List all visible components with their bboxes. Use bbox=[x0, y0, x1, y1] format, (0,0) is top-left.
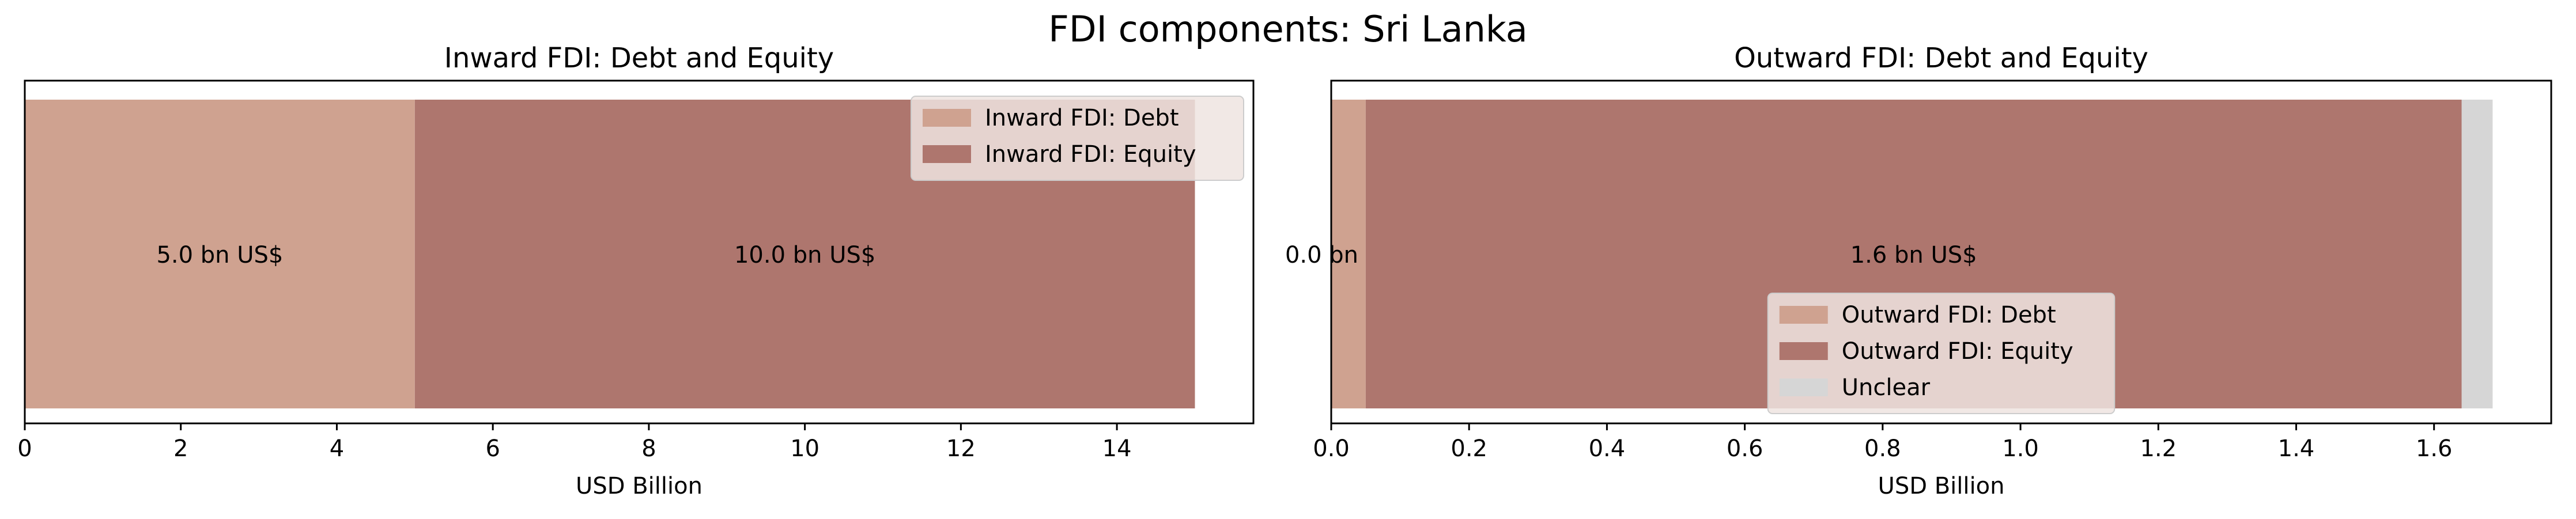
inward-fdi-panel: Inward FDI: Debt and Equity 5.0 bn US$ 10.… bbox=[17, 42, 1255, 499]
outward-axes-frame bbox=[1330, 79, 2552, 425]
x-tick-label: 14 bbox=[1102, 435, 1132, 462]
bar-inward-fdi-debt bbox=[25, 100, 415, 408]
x-tick-label: 0.8 bbox=[1864, 435, 1901, 462]
legend-label-outward-fdi-equity: Outward FDI: Equity bbox=[1842, 338, 2073, 365]
legend-swatch-unclear bbox=[1779, 378, 1828, 396]
x-tick-label: 0.2 bbox=[1451, 435, 1487, 462]
x-tick-label: 10 bbox=[790, 435, 819, 462]
legend-label-unclear: Unclear bbox=[1842, 374, 1931, 401]
legend-swatch-inward-fdi-equity bbox=[923, 145, 971, 163]
legend-swatch-outward-fdi-equity bbox=[1779, 342, 1828, 360]
x-tick-label: 0.6 bbox=[1727, 435, 1763, 462]
inward-x-axis-label: USD Billion bbox=[576, 473, 702, 499]
inward-chart-title: Inward FDI: Debt and Equity bbox=[444, 42, 834, 74]
outward-legend: Outward FDI: Debt Outward FDI: Equity Uncl… bbox=[1767, 293, 2116, 414]
x-tick-label: 1.4 bbox=[2278, 435, 2315, 462]
outward-chart-title: Outward FDI: Debt and Equity bbox=[1734, 42, 2148, 74]
x-tick-label: 1.6 bbox=[2416, 435, 2453, 462]
legend-label-inward-fdi-equity: Inward FDI: Equity bbox=[985, 141, 1196, 168]
x-tick-label: 2 bbox=[173, 435, 188, 462]
legend-label-outward-fdi-debt: Outward FDI: Debt bbox=[1842, 302, 2056, 328]
inward-legend: Inward FDI: Debt Inward FDI: Equity bbox=[911, 96, 1244, 181]
bar-unclear bbox=[2461, 100, 2493, 408]
figure-suptitle: FDI components: Sri Lanka bbox=[1048, 8, 1527, 50]
inward-axes-frame bbox=[24, 79, 1255, 425]
legend-swatch-outward-fdi-debt bbox=[1779, 306, 1828, 324]
x-tick-label: 1.0 bbox=[2002, 435, 2039, 462]
x-tick-label: 0.4 bbox=[1589, 435, 1626, 462]
x-tick-label: 0 bbox=[17, 435, 32, 462]
bar-outward-fdi-debt bbox=[1331, 100, 1366, 408]
bar-label-outward-fdi-equity: 1.6 bn US$ bbox=[1850, 242, 1977, 268]
legend-box bbox=[1767, 293, 2116, 414]
legend-label-inward-fdi-debt: Inward FDI: Debt bbox=[985, 105, 1179, 131]
bar-label-inward-fdi-debt: 5.0 bn US$ bbox=[156, 242, 283, 268]
x-tick-label: 4 bbox=[330, 435, 344, 462]
x-tick-label: 8 bbox=[641, 435, 656, 462]
x-tick-label: 1.2 bbox=[2140, 435, 2177, 462]
x-tick-label: 12 bbox=[946, 435, 976, 462]
outward-x-axis-label: USD Billion bbox=[1878, 473, 2005, 499]
x-tick-label: 0.0 bbox=[1313, 435, 1350, 462]
legend-box bbox=[911, 96, 1244, 181]
legend-swatch-inward-fdi-debt bbox=[923, 109, 971, 127]
bar-label-inward-fdi-equity: 10.0 bn US$ bbox=[734, 242, 875, 268]
x-tick-label: 6 bbox=[485, 435, 500, 462]
